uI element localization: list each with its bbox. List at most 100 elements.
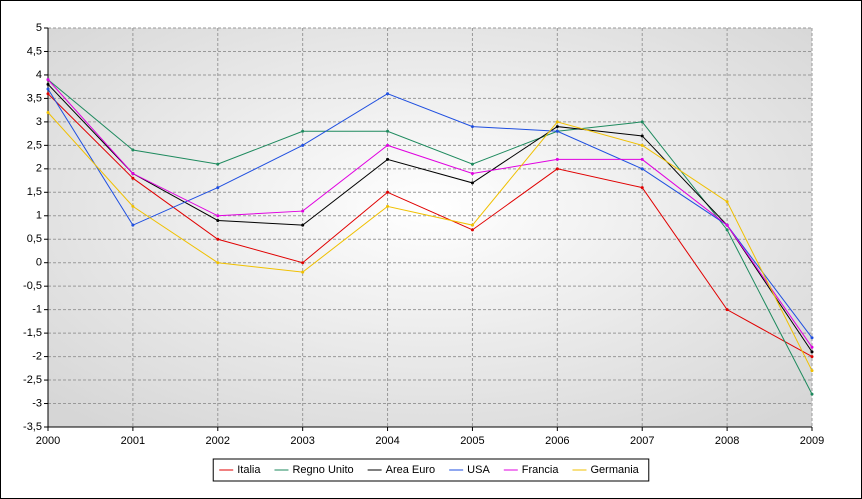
point [810, 336, 814, 340]
point [725, 308, 729, 312]
y-tick-label: 5 [36, 22, 42, 34]
point [470, 223, 474, 227]
point [46, 78, 50, 82]
point [301, 209, 305, 213]
y-tick-label: 3,5 [27, 92, 42, 104]
y-tick-label: 2 [36, 163, 42, 175]
point [386, 204, 390, 208]
point [386, 129, 390, 133]
point [555, 129, 559, 133]
point [725, 228, 729, 232]
y-tick-label: -3,5 [23, 421, 42, 433]
legend-label: Regno Unito [292, 464, 353, 476]
point [131, 223, 135, 227]
legend-label: USA [467, 464, 490, 476]
legend-label: Germania [590, 464, 639, 476]
point [810, 350, 814, 354]
point [725, 223, 729, 227]
point [131, 148, 135, 152]
x-tick-label: 2007 [630, 435, 654, 447]
point [640, 167, 644, 171]
point [555, 120, 559, 124]
legend-label: Francia [522, 464, 560, 476]
point [386, 190, 390, 194]
point [470, 181, 474, 185]
x-tick-label: 2009 [800, 435, 824, 447]
x-tick-label: 2005 [460, 435, 484, 447]
point [131, 176, 135, 180]
plot-area [48, 28, 812, 427]
point [640, 134, 644, 138]
point [301, 270, 305, 274]
point [555, 167, 559, 171]
y-tick-label: -0,5 [23, 280, 42, 292]
legend-label: Italia [237, 464, 261, 476]
x-tick-label: 2004 [375, 435, 399, 447]
y-tick-label: 0 [36, 257, 42, 269]
point [470, 172, 474, 176]
point [640, 143, 644, 147]
y-tick-label: -1,5 [23, 327, 42, 339]
point [46, 82, 50, 86]
x-tick-label: 2003 [290, 435, 314, 447]
point [301, 129, 305, 133]
point [301, 261, 305, 265]
point [470, 125, 474, 129]
y-tick-label: 4 [36, 69, 42, 81]
point [301, 143, 305, 147]
y-tick-label: -2,5 [23, 374, 42, 386]
point [640, 186, 644, 190]
legend: Italia Regno Unito Area Euro USA Francia Germ… [212, 458, 650, 482]
y-tick-label: -2 [32, 350, 42, 362]
point [216, 214, 220, 218]
point [131, 204, 135, 208]
point [810, 392, 814, 396]
point [725, 200, 729, 204]
point [640, 157, 644, 161]
legend-box [212, 458, 650, 482]
point [810, 345, 814, 349]
y-tick-label: -1 [32, 304, 42, 316]
point [810, 355, 814, 359]
series-line [47, 79, 813, 348]
x-tick-label: 2008 [715, 435, 739, 447]
point [470, 228, 474, 232]
point [216, 218, 220, 222]
point [131, 172, 135, 176]
point [216, 162, 220, 166]
x-tick-label: 2006 [545, 435, 569, 447]
point [301, 223, 305, 227]
point [46, 110, 50, 114]
point [216, 186, 220, 190]
y-tick-label: 1,5 [27, 186, 42, 198]
y-tick-label: 0,5 [27, 233, 42, 245]
series-line [47, 88, 813, 339]
point [46, 87, 50, 91]
point [386, 157, 390, 161]
series-line [47, 83, 813, 353]
point [216, 237, 220, 241]
x-tick-label: 2000 [36, 435, 60, 447]
point [470, 162, 474, 166]
point [810, 369, 814, 373]
point [640, 120, 644, 124]
point [386, 143, 390, 147]
point [555, 157, 559, 161]
point [46, 92, 50, 96]
series-line [47, 93, 813, 358]
legend-label: Area Euro [386, 464, 436, 476]
point [216, 261, 220, 265]
series-line [47, 79, 813, 395]
point [386, 92, 390, 96]
y-tick-label: 2,5 [27, 139, 42, 151]
x-tick-label: 2002 [206, 435, 230, 447]
x-tick-label: 2001 [121, 435, 145, 447]
series-line [47, 112, 813, 371]
y-tick-label: 4,5 [27, 45, 42, 57]
y-tick-label: 1 [36, 210, 42, 222]
point [555, 125, 559, 129]
y-tick-label: 3 [36, 116, 42, 128]
y-tick-label: -3 [32, 397, 42, 409]
